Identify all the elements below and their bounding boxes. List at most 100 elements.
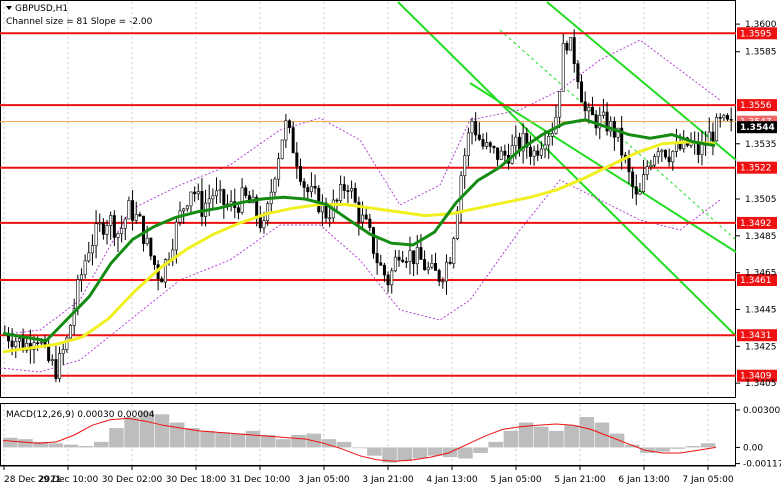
candle-bear: [729, 118, 733, 121]
candle-bull: [587, 106, 591, 112]
candle-bear: [627, 157, 631, 173]
candle-bull: [207, 198, 211, 204]
macd-histogram-bar: [109, 428, 124, 448]
candle-bull: [543, 144, 547, 150]
candle-bear: [306, 187, 310, 193]
candle-bull: [558, 90, 562, 118]
y-tick-label: 1.3445: [745, 305, 777, 315]
level-price-label: 1.3492: [740, 219, 772, 229]
candle-bear: [244, 187, 248, 196]
main-plot-frame: [0, 0, 736, 398]
candle-bull: [444, 261, 448, 282]
macd-histogram-bar: [458, 447, 473, 459]
candle-bull: [430, 263, 434, 268]
ma-yellow-line: [2, 140, 716, 354]
candle-bear: [295, 152, 299, 167]
candle-bear: [437, 270, 441, 282]
macd-histogram-bar: [700, 443, 716, 448]
candle-bull: [715, 117, 719, 142]
candle-bear: [236, 207, 240, 213]
candle-bull: [98, 222, 102, 225]
candle-bull: [309, 185, 313, 193]
candle-bull: [145, 237, 149, 244]
macd-histogram-bar: [230, 433, 246, 448]
y-tick-label: 1.3465: [745, 269, 777, 279]
candle-bull: [61, 349, 65, 354]
y-tick-label: 1.3535: [745, 140, 777, 150]
candle-bear: [565, 43, 569, 51]
macd-histogram-bar: [351, 447, 367, 449]
macd-histogram-bar: [94, 441, 109, 448]
macd-histogram-bar: [78, 446, 94, 448]
candle-bull: [656, 151, 660, 157]
x-tick-label: 5 Jan 21:00: [554, 475, 606, 485]
x-tick-label: 31 Dec 10:00: [230, 475, 291, 485]
level-price-box: [737, 274, 777, 287]
candle-bull: [466, 132, 470, 156]
candle-bull: [638, 191, 642, 195]
candle-bull: [277, 158, 281, 180]
channel-upper-line: [546, 1, 737, 161]
candle-bull: [72, 308, 76, 326]
current-price-box: [737, 121, 777, 134]
candle-bull: [499, 150, 503, 160]
candle-bull: [262, 220, 266, 229]
candle-bear: [101, 222, 105, 235]
candle-bull: [550, 132, 554, 137]
candle-bear: [583, 101, 587, 112]
candle-bull: [39, 341, 43, 344]
macd-histogram-bar: [245, 430, 261, 448]
candle-bull: [470, 120, 474, 134]
macd-y-tick-label: 0.00300: [743, 406, 780, 416]
dropdown-triangle-icon[interactable]: [6, 6, 12, 10]
macd-histogram-bar: [579, 417, 595, 448]
candle-bull: [120, 228, 124, 235]
candle-bear: [594, 114, 598, 129]
macd-histogram-bar: [549, 430, 564, 448]
candle-bear: [353, 187, 357, 203]
candle-bull: [189, 191, 193, 207]
candle-bear: [313, 185, 317, 189]
candle-bear: [138, 214, 142, 217]
candle-bear: [474, 120, 478, 136]
candle-bull: [284, 120, 288, 141]
candle-bull: [609, 120, 613, 132]
candle-bear: [492, 146, 496, 149]
candle-bull: [65, 337, 69, 350]
y-tick-label: 1.3505: [745, 195, 777, 205]
x-tick-label: 29 Dec 10:00: [38, 475, 99, 485]
level-price-box: [737, 99, 777, 112]
y-tick-label: 1.3600: [745, 20, 777, 30]
candle-bull: [569, 37, 573, 51]
candle-bull: [339, 184, 343, 201]
candle-bear: [503, 150, 507, 156]
macd-histogram-bar: [564, 425, 579, 448]
candle-bear: [379, 262, 383, 266]
macd-histogram-bar: [154, 414, 170, 448]
candle-bear: [193, 191, 197, 195]
candle-bull: [215, 190, 219, 197]
x-tick-label: 3 Jan 21:00: [362, 475, 414, 485]
candle-bear: [667, 156, 671, 163]
x-tick-label: 30 Dec 02:00: [102, 475, 163, 485]
macd-histogram-bar: [427, 447, 443, 456]
candle-bear: [448, 261, 452, 264]
candle-bull: [185, 205, 189, 210]
candle-bull: [273, 178, 277, 193]
macd-histogram-bar: [473, 447, 488, 453]
macd-histogram-bar: [488, 441, 504, 448]
candle-bear: [222, 189, 226, 205]
macd-histogram-bar: [63, 444, 79, 448]
candle-bull: [649, 164, 653, 167]
macd-histogram-bar: [260, 435, 276, 448]
candle-bear: [481, 139, 485, 147]
candle-bull: [441, 280, 445, 283]
macd-label: MACD(12,26,9) 0.00030 0.00004: [6, 410, 155, 420]
candle-bull: [50, 359, 54, 361]
candle-bull: [485, 142, 489, 147]
y-axis-ticks: 1.36001.35851.35351.35051.34851.34651.34…: [736, 20, 777, 389]
candle-bear: [364, 214, 368, 220]
macd-histogram-bar: [215, 432, 230, 448]
candle-bull: [361, 214, 365, 223]
